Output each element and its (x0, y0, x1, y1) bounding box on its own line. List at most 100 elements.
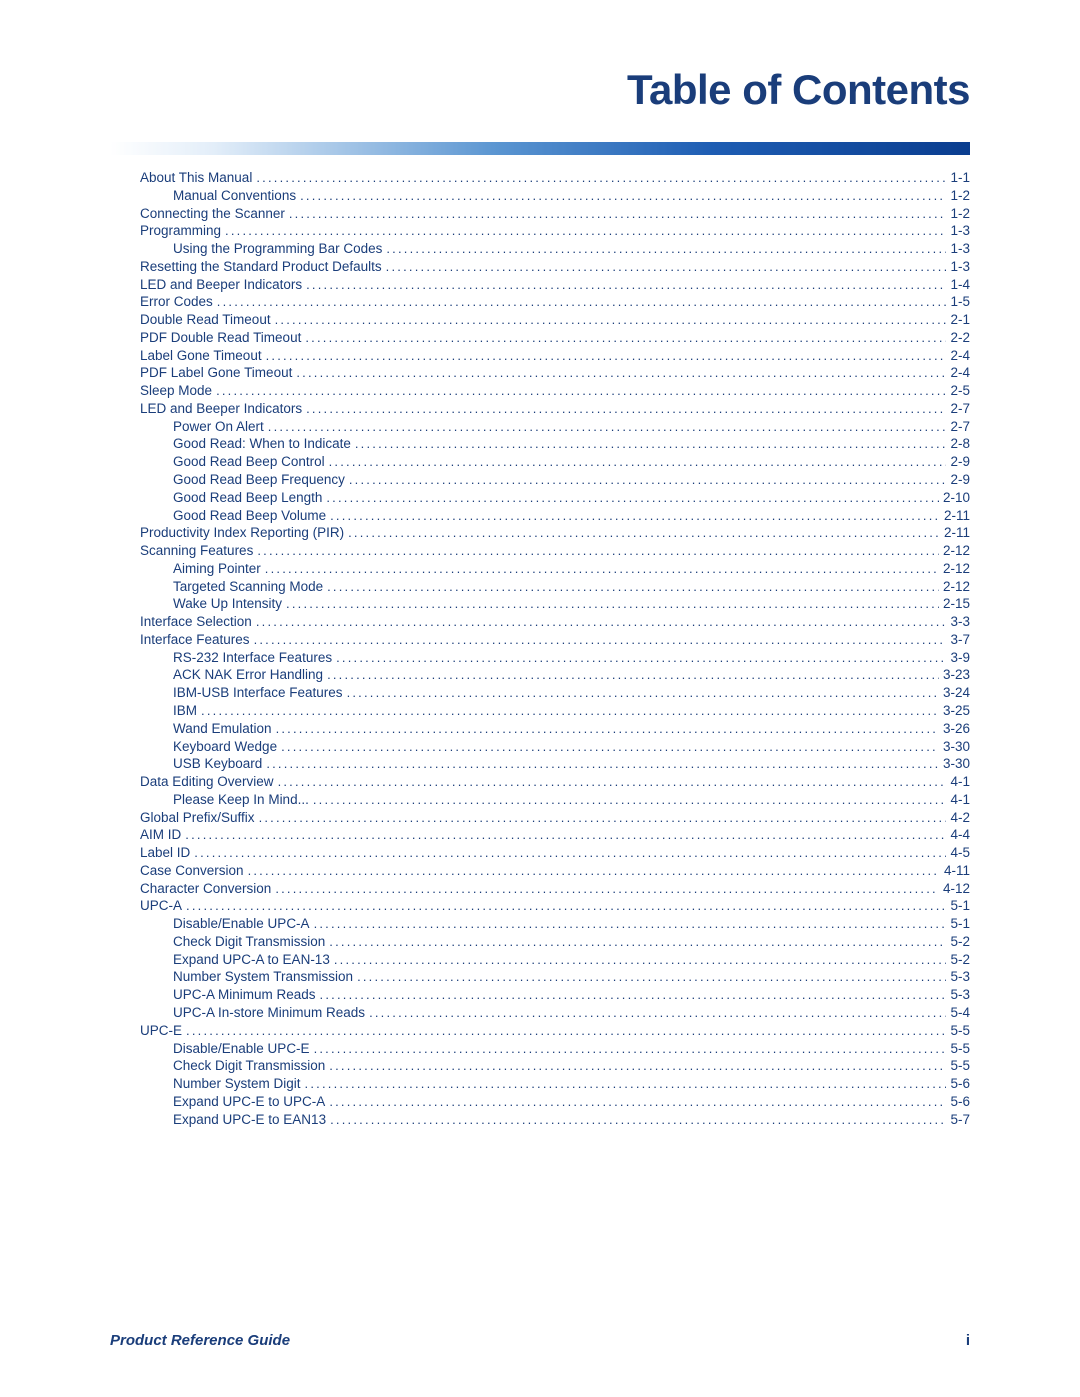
toc-entry-label: Number System Digit (173, 1075, 305, 1092)
toc-leader-dots (349, 472, 947, 489)
toc-entry-label: Manual Conventions (173, 187, 300, 204)
toc-entry-label: Good Read Beep Control (173, 453, 329, 470)
toc-leader-dots (266, 756, 939, 773)
toc-entry-label: Aiming Pointer (173, 560, 265, 577)
toc-entry-label: Global Prefix/Suffix (140, 809, 259, 826)
toc-leader-dots (256, 614, 947, 631)
toc-entry-label: Please Keep In Mind... (173, 791, 313, 808)
toc-leader-dots (275, 881, 939, 898)
toc-entry-page: 1-5 (946, 293, 970, 310)
toc-entry-label: UPC-E (140, 1022, 186, 1039)
toc-leader-dots (305, 1076, 947, 1093)
toc-leader-dots (289, 206, 947, 223)
toc-entry-page: 3-30 (939, 738, 970, 755)
toc-leader-dots (327, 667, 939, 684)
toc-leader-dots (329, 934, 946, 951)
toc-entry-label: Expand UPC-E to EAN13 (173, 1111, 330, 1128)
toc-entry-page: 4-1 (946, 791, 970, 808)
toc-leader-dots (386, 259, 947, 276)
toc-entry-page: 2-2 (946, 329, 970, 346)
toc-entry-page: 2-12 (939, 542, 970, 559)
toc-entry-label: Wand Emulation (173, 720, 276, 737)
toc-leader-dots (216, 383, 946, 400)
toc-entry-label: Productivity Index Reporting (PIR) (140, 524, 348, 541)
toc-leader-dots (369, 1005, 946, 1022)
toc-entry-label: ACK NAK Error Handling (173, 666, 327, 683)
toc-entry: Targeted Scanning Mode 2-12 (110, 578, 970, 596)
toc-leader-dots (326, 490, 939, 507)
toc-entry: Programming 1-3 (110, 222, 970, 240)
toc-entry-label: UPC-A Minimum Reads (173, 986, 320, 1003)
toc-entry: Expand UPC-E to UPC-A 5-6 (110, 1093, 970, 1111)
toc-entry: RS-232 Interface Features 3-9 (110, 649, 970, 667)
toc-entry: About This Manual 1-1 (110, 169, 970, 187)
toc-leader-dots (266, 348, 947, 365)
toc-leader-dots (265, 561, 939, 578)
toc-entry-label: Using the Programming Bar Codes (173, 240, 386, 257)
toc-entry-label: Character Conversion (140, 880, 275, 897)
toc-leader-dots (275, 312, 947, 329)
toc-entry: LED and Beeper Indicators 1-4 (110, 276, 970, 294)
toc-entry-label: Label Gone Timeout (140, 347, 266, 364)
toc-entry-label: Case Conversion (140, 862, 248, 879)
toc-entry-label: IBM-USB Interface Features (173, 684, 347, 701)
toc-leader-dots (286, 596, 939, 613)
toc-entry-label: Keyboard Wedge (173, 738, 281, 755)
toc-entry-page: 2-10 (939, 489, 970, 506)
toc-entry-label: Interface Selection (140, 613, 256, 630)
toc-leader-dots (248, 863, 940, 880)
toc-entry-label: PDF Double Read Timeout (140, 329, 305, 346)
toc-leader-dots (306, 401, 946, 418)
toc-leader-dots (278, 774, 947, 791)
toc-entry-page: 2-9 (946, 471, 970, 488)
toc-entry: Interface Features 3-7 (110, 631, 970, 649)
toc-entry-label: Targeted Scanning Mode (173, 578, 327, 595)
toc-entry-page: 2-4 (946, 347, 970, 364)
toc-entry-label: Number System Transmission (173, 968, 357, 985)
toc-entry-page: 1-1 (946, 169, 970, 186)
toc-entry-label: USB Keyboard (173, 755, 266, 772)
toc-entry: Double Read Timeout 2-1 (110, 311, 970, 329)
toc-entry-page: 2-15 (939, 595, 970, 612)
toc-entry: UPC-A In-store Minimum Reads 5-4 (110, 1004, 970, 1022)
toc-entry-page: 3-30 (939, 755, 970, 772)
toc-leader-dots (201, 703, 939, 720)
toc-leader-dots (330, 508, 940, 525)
toc-leader-dots (327, 579, 939, 596)
toc-entry-label: Expand UPC-A to EAN-13 (173, 951, 334, 968)
toc-entry-page: 5-3 (946, 986, 970, 1003)
toc-entry: Disable/Enable UPC-E 5-5 (110, 1040, 970, 1058)
toc-entry-page: 1-4 (946, 276, 970, 293)
toc-leader-dots (334, 952, 947, 969)
toc-entry-label: Double Read Timeout (140, 311, 275, 328)
toc-entry: Wand Emulation 3-26 (110, 720, 970, 738)
toc-entry-page: 3-23 (939, 666, 970, 683)
toc-entry: Number System Transmission 5-3 (110, 968, 970, 986)
toc-leader-dots (314, 916, 947, 933)
toc-entry-page: 2-9 (946, 453, 970, 470)
toc-entry: Good Read Beep Length 2-10 (110, 489, 970, 507)
toc-entry-label: Label ID (140, 844, 194, 861)
toc-leader-dots (305, 330, 946, 347)
toc-leader-dots (225, 223, 946, 240)
toc-entry-page: 5-5 (946, 1040, 970, 1057)
toc-leader-dots (254, 632, 947, 649)
toc-entry: UPC-E 5-5 (110, 1022, 970, 1040)
toc-entry: Label Gone Timeout 2-4 (110, 347, 970, 365)
toc-entry: Scanning Features 2-12 (110, 542, 970, 560)
toc-entry: Good Read Beep Control 2-9 (110, 453, 970, 471)
toc-entry: Expand UPC-A to EAN-13 5-2 (110, 951, 970, 969)
toc-leader-dots (355, 436, 947, 453)
toc-leader-dots (256, 170, 946, 187)
toc-entry-label: Check Digit Transmission (173, 933, 329, 950)
toc-entry: Productivity Index Reporting (PIR) 2-11 (110, 524, 970, 542)
toc-entry: Character Conversion 4-12 (110, 880, 970, 898)
toc-entry-page: 1-3 (946, 240, 970, 257)
toc-entry-page: 2-7 (946, 418, 970, 435)
toc-leader-dots (357, 969, 946, 986)
footer-page-number: i (966, 1332, 970, 1349)
toc-leader-dots (194, 845, 946, 862)
toc-entry-label: Wake Up Intensity (173, 595, 286, 612)
toc-entry: Please Keep In Mind... 4-1 (110, 791, 970, 809)
toc-leader-dots (296, 365, 946, 382)
